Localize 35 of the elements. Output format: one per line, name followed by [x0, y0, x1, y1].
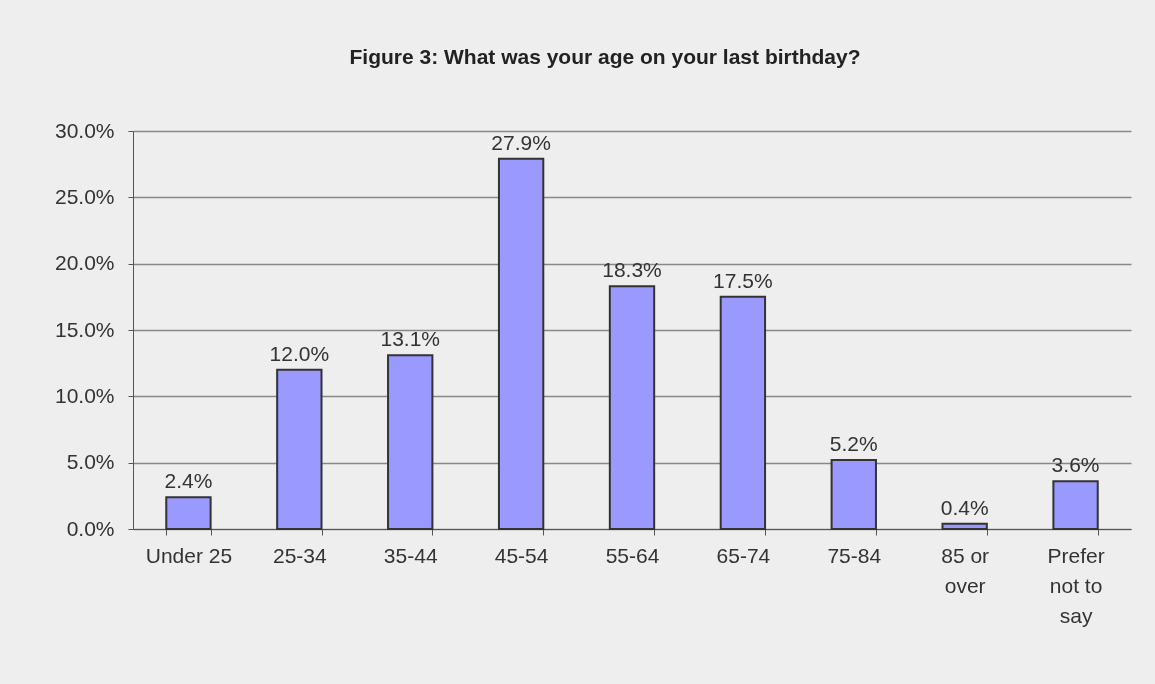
y-tick-label: 0.0% [66, 516, 115, 540]
y-tick-label: 10.0% [54, 383, 115, 407]
bar [387, 354, 434, 530]
data-label: 5.2% [829, 432, 878, 456]
bar [276, 368, 323, 530]
data-label: 3.6% [1051, 453, 1100, 477]
bar [497, 157, 545, 530]
x-tick-label: 65-74 [716, 543, 771, 567]
bar [830, 459, 877, 530]
data-label: 17.5% [713, 268, 773, 292]
data-label: 18.3% [602, 258, 662, 282]
y-tick-label: 5.0% [66, 450, 115, 474]
data-label: 13.1% [380, 327, 440, 351]
x-tick-label: 25-34 [272, 543, 327, 567]
y-tick-label: 30.0% [54, 118, 115, 142]
chart-title: Figure 3: What was your age on your last birthday? [349, 45, 861, 68]
x-tick-label: 35-44 [383, 543, 438, 567]
bar [1052, 480, 1099, 530]
x-tick-label: Prefer not to say [1047, 543, 1105, 627]
x-tick-label: 85 or over [941, 543, 990, 597]
x-tick-label: 75-84 [827, 543, 882, 567]
y-tick-label: 20.0% [54, 251, 115, 275]
data-label: 27.9% [491, 130, 551, 154]
bar [608, 285, 656, 530]
data-label: 0.4% [940, 495, 989, 519]
bar [941, 522, 988, 530]
x-tick-label: 55-64 [605, 543, 660, 567]
x-tick-label: 45-54 [494, 543, 549, 567]
data-label: 12.0% [269, 341, 330, 365]
data-label: 2.4% [164, 469, 213, 493]
bar [719, 295, 767, 530]
y-tick-label: 15.0% [54, 317, 115, 341]
x-tick-label: Under 25 [145, 543, 233, 567]
y-tick-label: 25.0% [54, 184, 115, 208]
bar [165, 496, 212, 530]
